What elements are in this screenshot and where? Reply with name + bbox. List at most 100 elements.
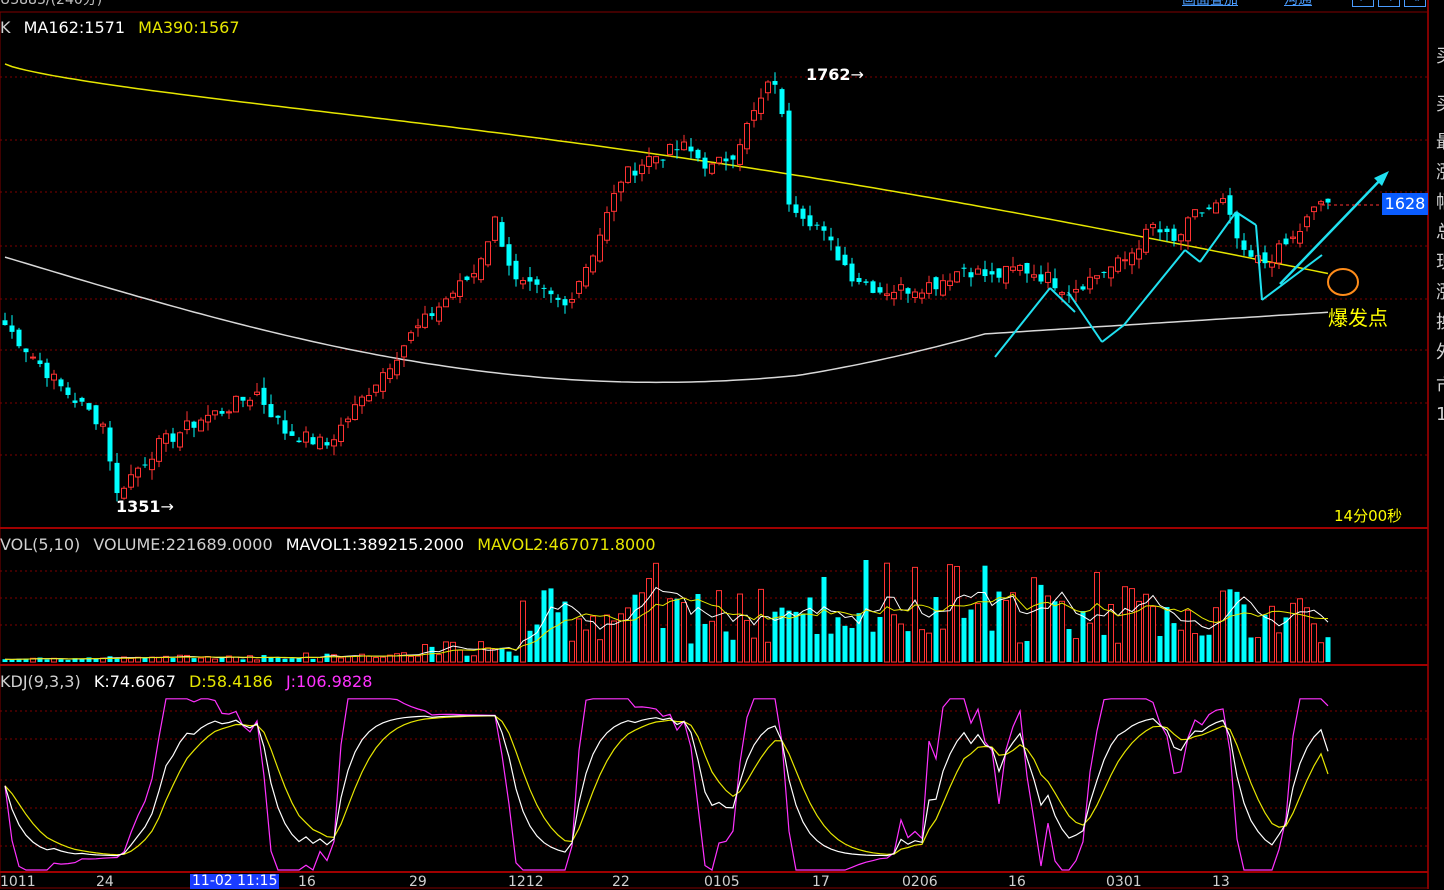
- volume-bar-down: [933, 597, 939, 662]
- trend-line: [1184, 249, 1201, 263]
- volume-bar-up: [1150, 606, 1156, 663]
- candle-body-up: [184, 420, 190, 431]
- kdj-header: KDJ(9,3,3) K:74.6067 D:58.4186 J:106.982…: [0, 673, 380, 691]
- volume-bar-up: [1108, 603, 1114, 663]
- volume-bar-down: [93, 658, 99, 662]
- volume-bar-up: [1311, 623, 1317, 663]
- trend-line: [1261, 254, 1323, 301]
- volume-bar-up: [947, 564, 953, 663]
- candle-body-up: [205, 414, 211, 423]
- volume-bar-up: [653, 562, 659, 663]
- ma390-value: MA390:1567: [138, 18, 240, 37]
- candle-body-up: [128, 474, 134, 488]
- volume-bar-up: [954, 565, 960, 663]
- volume-bar-down: [800, 613, 806, 662]
- volume-bar-down: [275, 657, 281, 662]
- volume-bar-down: [324, 653, 330, 662]
- candle-body-down: [1024, 263, 1030, 274]
- volume-bar-down: [86, 657, 92, 662]
- x-cursor-label: 11-02 11:15: [190, 873, 280, 889]
- candle-body-up: [646, 156, 652, 167]
- candle-body-up: [100, 423, 106, 427]
- candle-body-up: [121, 487, 127, 499]
- candle-body-down: [107, 427, 113, 462]
- x-tick-label: 16: [298, 874, 316, 890]
- volume-bar-up: [919, 629, 925, 663]
- volume-bar-up: [667, 598, 673, 663]
- candle-body-down: [730, 155, 736, 160]
- volume-bar-up: [198, 657, 204, 663]
- candle-body-up: [912, 291, 918, 299]
- candle-body-down: [296, 440, 302, 443]
- candle-body-up: [450, 292, 456, 298]
- candle-body-down: [870, 281, 876, 293]
- candle-body-up: [1269, 262, 1275, 268]
- volume-bar-up: [387, 654, 393, 663]
- candle-body-up: [954, 271, 960, 283]
- candle-body-down: [989, 271, 995, 275]
- candle-body-up: [303, 431, 309, 443]
- candle-body-up: [716, 156, 722, 164]
- trend-line: [1067, 291, 1103, 343]
- volume-bar-down: [772, 611, 778, 662]
- candle-body-up: [1290, 236, 1296, 239]
- breakout-annotation: 爆发点: [1328, 306, 1388, 330]
- candle-body-up: [415, 325, 421, 329]
- kdj-d-value: D:58.4186: [188, 672, 273, 691]
- countdown-timer: 14分00秒: [1334, 507, 1403, 525]
- candle-body-down: [1206, 207, 1212, 210]
- volume-bar-down: [72, 658, 78, 662]
- candle-body-up: [744, 123, 750, 150]
- mavol2-value: MAVOL2:467071.8000: [477, 535, 656, 554]
- candle-body-down: [807, 215, 813, 227]
- nav-arrow-buttons[interactable]: ← → ⇥: [1352, 0, 1426, 7]
- volume-ma-lines: [4, 586, 1329, 660]
- candle-body-down: [58, 379, 64, 387]
- volume-bar-up: [1185, 609, 1191, 663]
- candle-body-up: [135, 467, 141, 478]
- candle-body-up: [1311, 206, 1317, 213]
- candle-body-up: [947, 280, 953, 286]
- overlay-link[interactable]: 画面叠加: [1182, 0, 1238, 8]
- communication-link[interactable]: 沟通: [1284, 0, 1312, 8]
- candle-body-down: [93, 405, 99, 425]
- arrow-right-icon[interactable]: →: [1378, 0, 1400, 7]
- volume-bar-down: [856, 613, 862, 662]
- volume-bar-up: [478, 641, 484, 663]
- candle-body-down: [310, 437, 316, 445]
- arrow-double-right-icon[interactable]: ⇥: [1404, 0, 1426, 7]
- volume-bar-down: [58, 659, 64, 662]
- volume-bar-down: [1283, 617, 1289, 662]
- volume-bar-down: [2, 659, 8, 662]
- right-glyph: 买: [1436, 42, 1444, 68]
- candlesticks: [2, 72, 1331, 502]
- candle-body-down: [282, 420, 288, 434]
- volume-bar-up: [597, 639, 603, 663]
- candle-body-up: [338, 424, 344, 443]
- volume-bar-down: [1199, 635, 1205, 662]
- volume-bar-up: [1017, 642, 1023, 663]
- volume-bar-up: [121, 656, 127, 663]
- right-glyph: 最: [1436, 128, 1444, 154]
- kdj-indicator-name: KDJ(9,3,3): [0, 672, 81, 691]
- current-price-badge: 1628: [1382, 193, 1428, 215]
- trend-line: [1199, 211, 1237, 263]
- volume-bar-down: [191, 658, 197, 662]
- candle-body-down: [548, 290, 554, 295]
- volume-bar-up: [884, 562, 890, 663]
- volume-bar-up: [1304, 607, 1310, 663]
- arrow-left-icon[interactable]: ←: [1352, 0, 1374, 7]
- candle-body-up: [380, 372, 386, 392]
- candle-body-up: [590, 255, 596, 273]
- volume-bar-up: [408, 655, 414, 663]
- right-glyph: 外: [1436, 338, 1444, 364]
- candle-body-up: [1010, 266, 1016, 271]
- candle-body-down: [275, 415, 281, 418]
- x-tick-label: 17: [812, 874, 830, 890]
- volume-bar-down: [1066, 628, 1072, 662]
- candle-body-down: [1262, 252, 1268, 264]
- volume-bar-up: [583, 629, 589, 663]
- volume-bar-up: [30, 657, 36, 663]
- right-glyph: 1: [1436, 404, 1444, 425]
